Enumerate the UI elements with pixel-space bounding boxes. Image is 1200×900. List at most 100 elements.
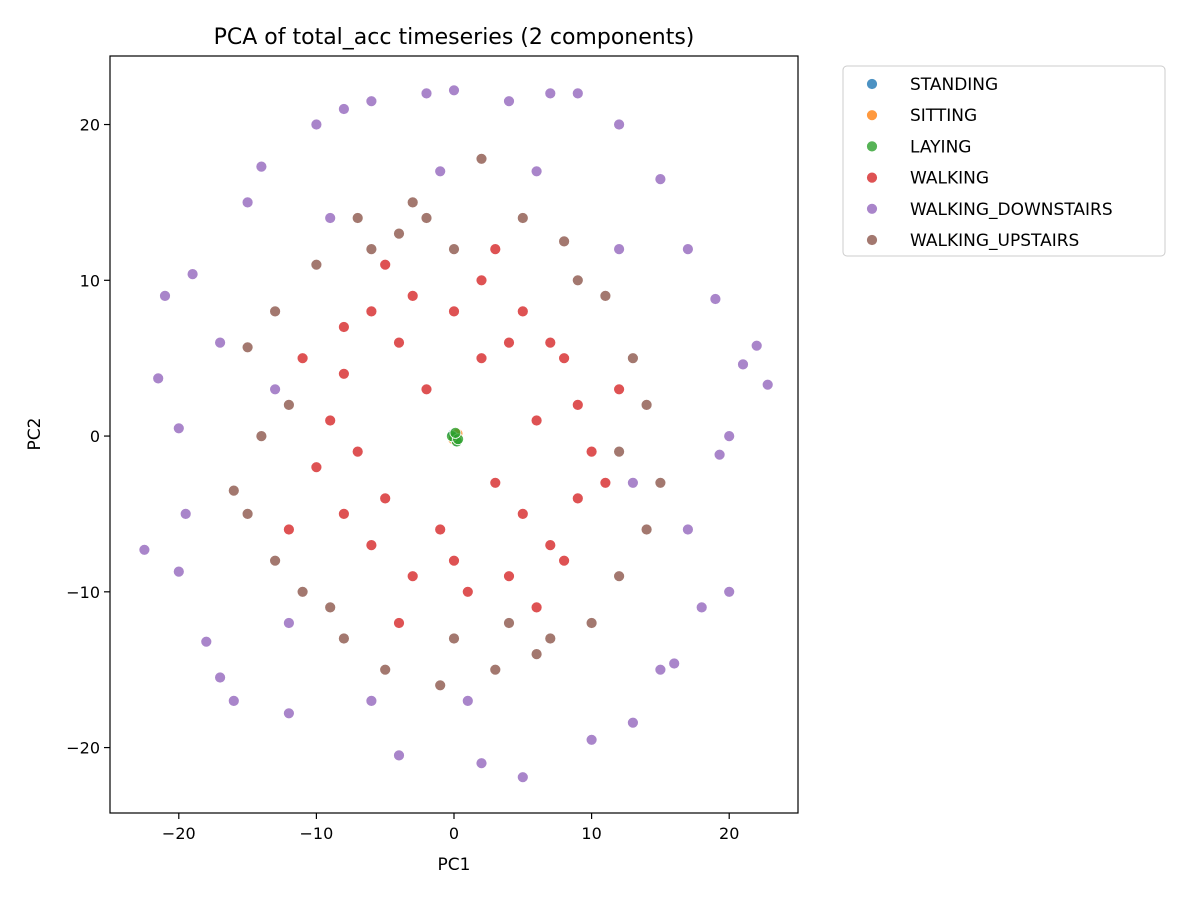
scatter-point bbox=[324, 414, 337, 427]
scatter-point bbox=[448, 243, 460, 256]
scatter-point bbox=[627, 476, 639, 489]
scatter-point bbox=[269, 383, 282, 396]
scatter-point bbox=[296, 352, 309, 365]
scatter-point bbox=[723, 430, 736, 443]
legend-item: WALKING_DOWNSTAIRS bbox=[866, 200, 1113, 220]
scatter-point bbox=[613, 445, 625, 458]
scatter-point bbox=[365, 305, 378, 318]
scatter-point bbox=[713, 448, 726, 461]
scatter-point bbox=[152, 372, 165, 385]
scatter-point bbox=[406, 289, 419, 302]
legend-marker bbox=[866, 171, 878, 184]
scatter-point bbox=[420, 87, 433, 100]
scatter-point bbox=[255, 160, 268, 173]
points-layer bbox=[138, 84, 774, 784]
legend-marker bbox=[866, 78, 878, 90]
scatter-point bbox=[406, 570, 419, 583]
scatter-point bbox=[503, 95, 515, 108]
scatter-point bbox=[571, 398, 584, 411]
scatter-point bbox=[351, 445, 364, 458]
legend-box bbox=[842, 65, 1166, 257]
x-axis: −20 −10 0 10 20 bbox=[162, 813, 739, 843]
scatter-point bbox=[310, 258, 323, 271]
scatter-point bbox=[241, 508, 254, 520]
legend-label: STANDING bbox=[910, 75, 998, 95]
legend-item: STANDING bbox=[866, 75, 998, 95]
y-tick-label: −20 bbox=[66, 739, 100, 758]
scatter-point bbox=[310, 461, 323, 474]
scatter-point bbox=[516, 771, 529, 784]
scatter-point bbox=[571, 87, 584, 100]
scatter-point bbox=[186, 268, 199, 281]
scatter-point bbox=[449, 426, 462, 439]
scatter-point bbox=[337, 367, 350, 380]
scatter-point bbox=[544, 336, 557, 349]
scatter-point bbox=[448, 632, 460, 645]
scatter-point bbox=[530, 601, 543, 614]
scatter-point bbox=[640, 523, 653, 536]
scatter-point bbox=[530, 648, 543, 660]
scatter-point bbox=[172, 565, 185, 578]
x-tick-label: 0 bbox=[449, 824, 459, 843]
series-walking_downstairs bbox=[138, 84, 774, 784]
scatter-point bbox=[682, 243, 694, 256]
chart-title: PCA of total_acc timeseries (2 component… bbox=[214, 25, 695, 50]
scatter-point bbox=[530, 414, 543, 427]
scatter-point bbox=[241, 196, 254, 209]
legend-item: WALKING bbox=[866, 169, 989, 189]
scatter-point bbox=[489, 663, 502, 676]
scatter-point bbox=[761, 378, 774, 391]
scatter-point bbox=[516, 212, 529, 224]
scatter-point bbox=[159, 289, 171, 302]
scatter-point bbox=[516, 305, 529, 318]
scatter-point bbox=[337, 632, 350, 645]
scatter-point bbox=[558, 554, 570, 567]
scatter-point bbox=[613, 243, 625, 256]
x-tick-label: 20 bbox=[719, 824, 739, 843]
scatter-point bbox=[516, 508, 529, 520]
scatter-point bbox=[269, 554, 282, 567]
scatter-point bbox=[613, 383, 625, 396]
legend: STANDING SITTING LAYING WALKING WALKING_DOWN… bbox=[842, 65, 1166, 257]
scatter-point bbox=[214, 336, 227, 349]
legend-marker bbox=[866, 202, 878, 215]
scatter-point bbox=[172, 422, 185, 435]
scatter-point bbox=[337, 103, 350, 115]
scatter-point bbox=[558, 235, 570, 248]
scatter-point bbox=[489, 476, 502, 489]
y-axis: −20 −10 0 10 20 bbox=[66, 116, 110, 758]
legend-marker bbox=[866, 234, 878, 246]
scatter-point bbox=[585, 445, 598, 458]
scatter-point bbox=[324, 601, 337, 614]
y-tick-label: 0 bbox=[90, 427, 100, 446]
scatter-point bbox=[420, 383, 433, 396]
legend-label: WALKING_UPSTAIRS bbox=[910, 231, 1079, 251]
scatter-point bbox=[475, 274, 488, 287]
scatter-point bbox=[475, 757, 488, 770]
scatter-point bbox=[282, 707, 295, 720]
legend-label: WALKING bbox=[910, 169, 989, 189]
scatter-point bbox=[489, 243, 502, 256]
scatter-point bbox=[585, 617, 598, 629]
scatter-point bbox=[214, 671, 227, 684]
scatter-point bbox=[337, 508, 350, 520]
scatter-point bbox=[448, 84, 460, 97]
scatter-point bbox=[434, 523, 447, 536]
scatter-point bbox=[282, 523, 295, 536]
scatter-point bbox=[138, 543, 151, 556]
scatter-point bbox=[393, 227, 405, 240]
legend-label: SITTING bbox=[910, 106, 977, 126]
scatter-point bbox=[627, 352, 639, 365]
scatter-point bbox=[544, 632, 557, 645]
scatter-point bbox=[255, 430, 268, 443]
scatter-point bbox=[393, 336, 405, 349]
scatter-point bbox=[448, 554, 460, 567]
scatter-point bbox=[737, 358, 749, 371]
scatter-point bbox=[613, 118, 625, 131]
legend-marker bbox=[866, 140, 878, 153]
scatter-point bbox=[241, 341, 254, 354]
y-tick-label: 10 bbox=[80, 271, 100, 290]
scatter-point bbox=[379, 492, 392, 505]
scatter-point bbox=[351, 212, 364, 224]
